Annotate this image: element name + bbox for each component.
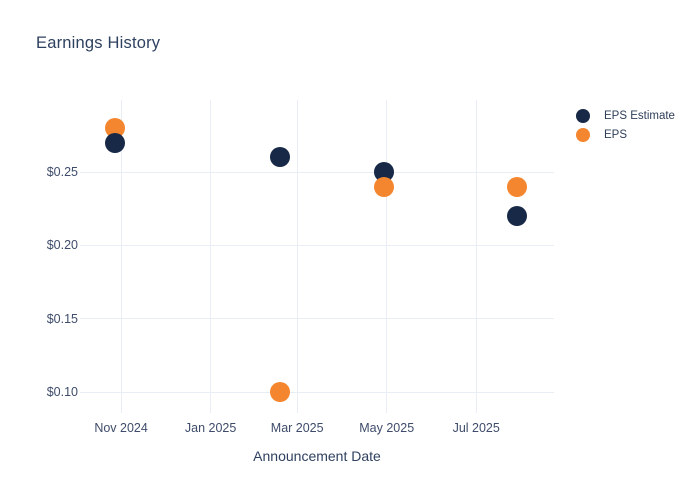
x-tick-label: Jul 2025 xyxy=(452,421,500,435)
gridline-vertical xyxy=(296,100,298,413)
gridline-vertical xyxy=(475,100,477,413)
data-point-eps-estimate[interactable] xyxy=(507,206,528,227)
x-tick-label: Nov 2024 xyxy=(94,421,148,435)
x-axis-title: Announcement Date xyxy=(253,448,381,464)
legend-label-eps: EPS xyxy=(604,128,628,141)
y-tick-label: $0.20 xyxy=(46,238,78,253)
eps-marker-icon xyxy=(576,127,590,142)
data-point-eps[interactable] xyxy=(507,176,528,197)
y-tick-label: $0.15 xyxy=(46,311,78,326)
chart-title: Earnings History xyxy=(36,34,161,52)
legend-item-eps-estimate[interactable]: EPS Estimate xyxy=(576,106,675,125)
data-point-eps[interactable] xyxy=(373,176,394,197)
legend: EPS Estimate EPS xyxy=(576,106,675,144)
data-point-eps-estimate[interactable] xyxy=(105,132,126,153)
y-tick-label: $0.25 xyxy=(46,165,78,180)
gridline-vertical xyxy=(210,100,212,413)
data-point-eps-estimate[interactable] xyxy=(269,147,290,168)
gridline-horizontal xyxy=(80,244,554,246)
gridline-horizontal xyxy=(80,318,554,320)
x-tick-label: May 2025 xyxy=(359,421,415,435)
plot-area xyxy=(80,100,554,413)
eps-estimate-marker-icon xyxy=(576,108,590,123)
y-tick-label: $0.10 xyxy=(46,385,78,400)
gridline-horizontal xyxy=(80,171,554,173)
legend-item-eps[interactable]: EPS xyxy=(576,125,675,144)
x-tick-label: Jan 2025 xyxy=(184,421,237,435)
x-tick-label: Mar 2025 xyxy=(270,421,324,435)
data-point-eps[interactable] xyxy=(269,382,290,403)
gridline-vertical xyxy=(120,100,122,413)
gridline-horizontal xyxy=(80,391,554,393)
legend-label-eps-estimate: EPS Estimate xyxy=(604,109,675,122)
gridline-vertical xyxy=(386,100,388,413)
